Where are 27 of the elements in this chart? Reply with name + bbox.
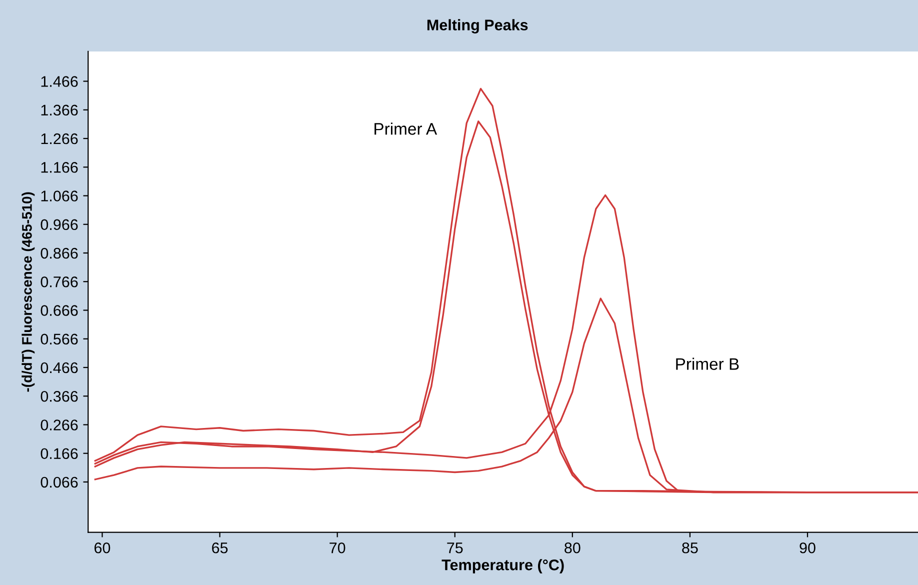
y-tick-label: 0.066 xyxy=(40,476,78,488)
y-axis-title: -(d/dT) Fluorescence (465-510) xyxy=(22,192,35,392)
annotation: Primer A xyxy=(374,122,438,135)
y-tick-label: 0.766 xyxy=(40,276,78,288)
chart-title: Melting Peaks xyxy=(427,19,528,34)
x-tick-label: 65 xyxy=(212,542,228,554)
y-tick-label: 1.266 xyxy=(41,133,78,144)
y-tick-label: 1.166 xyxy=(41,162,78,173)
y-tick-label: 0.266 xyxy=(40,420,78,430)
x-tick-label: 75 xyxy=(447,542,463,554)
y-tick-label: 0.866 xyxy=(40,248,78,259)
x-axis-title: Temperature (°C) xyxy=(442,559,564,574)
y-tick-label: 1.466 xyxy=(41,76,78,87)
y-tick-label: 0.366 xyxy=(40,390,78,402)
x-tick-label: 70 xyxy=(330,542,346,554)
y-tick-label: 0.166 xyxy=(40,448,78,460)
y-tick-label: 1.066 xyxy=(41,190,78,202)
x-tick-label: 90 xyxy=(800,542,816,554)
y-tick-label: 0.966 xyxy=(40,219,78,230)
y-tick-label: 1.366 xyxy=(41,104,78,116)
x-tick-label: 60 xyxy=(94,542,110,554)
annotation: Primer B xyxy=(676,358,739,370)
y-tick-label: 0.566 xyxy=(40,334,78,345)
x-tick-label: 80 xyxy=(564,542,580,554)
x-tick-label: 85 xyxy=(682,542,698,554)
y-tick-label: 0.666 xyxy=(40,305,78,316)
y-tick-label: 0.466 xyxy=(40,362,78,374)
